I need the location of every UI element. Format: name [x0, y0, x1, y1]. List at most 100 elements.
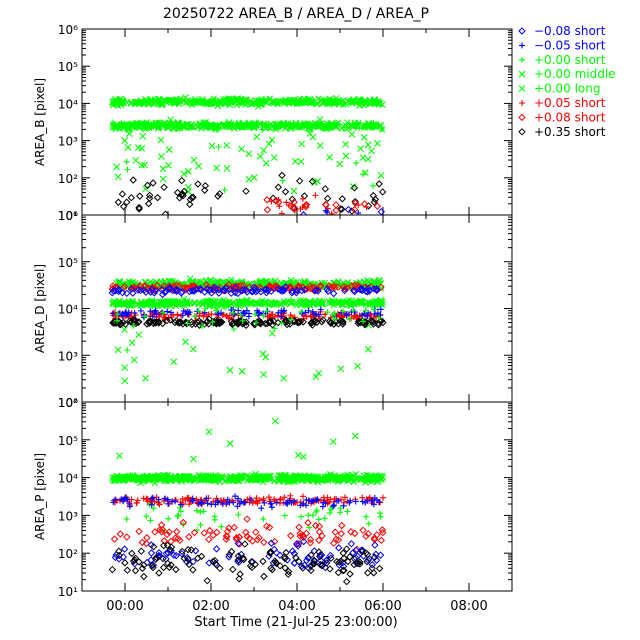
- data-point: [375, 564, 384, 573]
- data-point: [172, 551, 180, 560]
- data-point: [259, 557, 267, 566]
- data-point: [276, 286, 285, 295]
- data-point: [185, 560, 193, 569]
- data-point: [218, 318, 226, 326]
- data-point: [127, 193, 136, 202]
- data-point: [263, 196, 271, 204]
- data-point: [184, 320, 191, 327]
- data-point: [155, 496, 162, 503]
- y-tick-label: 10⁶: [58, 23, 78, 37]
- data-point: [259, 126, 266, 133]
- data-point: [114, 346, 122, 354]
- data-point: [350, 478, 358, 486]
- data-point: [372, 550, 380, 558]
- legend-item: −0.05 short: [519, 38, 606, 52]
- data-point: [121, 326, 128, 334]
- data-point: [235, 495, 242, 502]
- data-point: [338, 205, 346, 213]
- data-point: [231, 288, 240, 297]
- data-point: [293, 540, 301, 548]
- data-point: [266, 318, 275, 326]
- data-point: [197, 475, 205, 482]
- data-point: [360, 318, 367, 325]
- data-point: [238, 498, 245, 505]
- data-point: [362, 532, 370, 540]
- data-point: [132, 123, 139, 130]
- data-point: [295, 523, 303, 531]
- data-point: [272, 559, 281, 568]
- data-point: [306, 524, 313, 531]
- data-point: [163, 530, 171, 539]
- data-point: [280, 475, 288, 483]
- data-point: [110, 297, 118, 305]
- data-point: [278, 320, 285, 327]
- data-point: [252, 311, 259, 318]
- data-point: [134, 497, 141, 504]
- data-point: [159, 309, 166, 316]
- data-point: [346, 570, 354, 578]
- data-point: [379, 494, 386, 501]
- legend-marker: [518, 85, 526, 92]
- data-point: [154, 317, 163, 326]
- data-point: [155, 548, 163, 557]
- data-point: [359, 498, 366, 505]
- data-point: [357, 284, 366, 293]
- data-point: [339, 308, 346, 315]
- data-point: [258, 476, 266, 483]
- data-point: [189, 345, 197, 353]
- data-point: [213, 164, 221, 172]
- data-point: [238, 367, 246, 375]
- data-point: [242, 187, 250, 195]
- data-point: [308, 177, 317, 186]
- data-point: [260, 516, 267, 523]
- data-point: [364, 313, 371, 320]
- data-point: [247, 97, 255, 105]
- data-point: [257, 284, 265, 293]
- data-point: [302, 529, 311, 538]
- data-point: [299, 537, 308, 546]
- data-point: [319, 316, 327, 324]
- data-point: [123, 198, 131, 206]
- data-point: [354, 559, 362, 568]
- data-point: [136, 119, 143, 126]
- data-point: [168, 286, 177, 295]
- data-point: [305, 474, 313, 482]
- data-point: [168, 121, 175, 128]
- data-point: [379, 126, 386, 133]
- data-point: [334, 278, 342, 285]
- data-point: [116, 320, 124, 329]
- data-point: [156, 476, 164, 484]
- data-point: [142, 124, 149, 131]
- data-point: [116, 530, 125, 538]
- data-point: [287, 296, 294, 303]
- data-point: [302, 309, 309, 316]
- data-point: [139, 132, 147, 140]
- data-point: [203, 495, 210, 502]
- data-point: [149, 563, 157, 572]
- data-point: [234, 555, 243, 564]
- data-point: [297, 158, 305, 165]
- data-point: [370, 501, 377, 508]
- data-point: [163, 121, 171, 129]
- legend-label: +0.00 long: [534, 82, 601, 96]
- data-point: [234, 319, 242, 327]
- data-point: [215, 318, 224, 326]
- data-point: [203, 318, 211, 326]
- y-tick-label: 10³: [58, 349, 78, 363]
- data-point: [110, 535, 119, 543]
- y-tick-label: 10¹: [58, 209, 78, 223]
- data-point: [270, 545, 278, 554]
- data-point: [234, 96, 241, 104]
- data-point: [143, 513, 150, 520]
- data-point: [259, 350, 267, 358]
- data-point: [226, 440, 234, 447]
- data-point: [260, 146, 267, 154]
- data-point: [152, 307, 159, 314]
- data-point: [200, 186, 209, 194]
- y-tick-label: 10³: [58, 509, 78, 523]
- data-point: [148, 501, 155, 508]
- data-point: [177, 501, 184, 508]
- data-point: [350, 205, 359, 214]
- data-point: [117, 320, 126, 328]
